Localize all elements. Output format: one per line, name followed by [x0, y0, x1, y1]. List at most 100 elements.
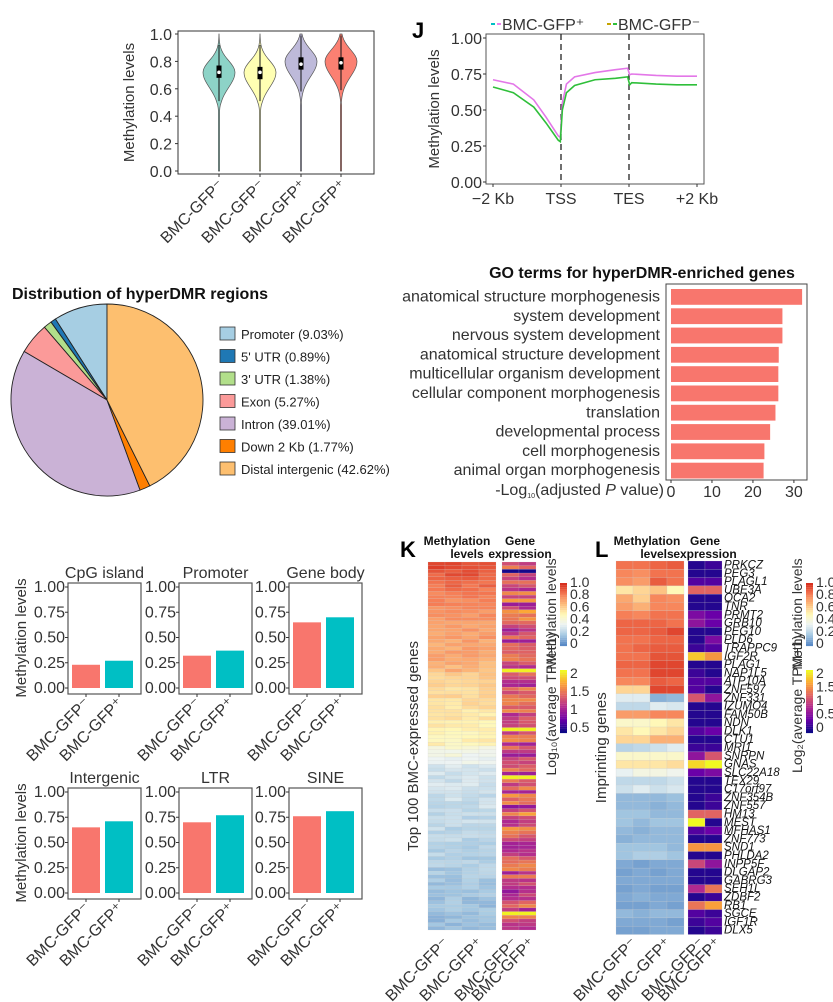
- heatmap-cell-expression: [501, 786, 520, 791]
- heatmap-cell-methylation: [427, 771, 446, 776]
- heatmap-cell-methylation: [444, 845, 463, 850]
- x-tick-label: 10: [703, 484, 721, 501]
- heatmap-cell-expression: [704, 735, 723, 744]
- heatmap-cell-methylation: [478, 698, 497, 702]
- legend-swatch: [219, 461, 236, 476]
- heatmap-cell-methylation: [666, 776, 685, 786]
- heatmap-cell-methylation: [444, 583, 463, 588]
- heatmap-cell-methylation: [427, 911, 446, 916]
- legend-gradient-step: [560, 620, 567, 623]
- legend-gradient-step: [560, 627, 567, 630]
- heatmap-cell-methylation: [427, 801, 446, 806]
- heatmap-cell-expression: [518, 738, 537, 743]
- violin-median: [217, 70, 221, 75]
- heatmap-cell-expression: [518, 889, 537, 894]
- legend-swatch: [219, 439, 236, 453]
- heatmap-cell-methylation: [478, 679, 497, 684]
- heatmap-cell-expression: [704, 801, 723, 811]
- heatmap-cell-methylation: [649, 809, 668, 819]
- region-panel: Promoter0.000.250.500.751.00BMC-GFP⁻BMC-…: [135, 565, 253, 765]
- heatmap-cell-methylation: [478, 790, 497, 794]
- legend-gradient-step: [560, 601, 567, 605]
- heatmap-cell-methylation: [461, 874, 480, 879]
- heatmap-cell-methylation: [461, 576, 480, 581]
- heatmap-cell-methylation: [615, 901, 634, 910]
- go-bar: [671, 424, 771, 440]
- heatmap-cell-expression: [687, 876, 706, 885]
- region-bar: [216, 650, 244, 688]
- heatmap-cell-methylation: [461, 709, 480, 714]
- heatmap-cell-expression: [518, 915, 537, 920]
- legend-gradient-step: [560, 587, 567, 590]
- legend-gradient-step: [560, 676, 567, 679]
- heatmap-cell-methylation: [427, 617, 446, 622]
- heatmap-cell-methylation: [461, 569, 480, 574]
- heatmap-cell-methylation: [444, 786, 463, 791]
- region-bar: [72, 664, 100, 688]
- legend-gradient-step: [560, 614, 567, 617]
- legend-gradient-step: [560, 716, 567, 719]
- heatmap-cell-methylation: [666, 926, 685, 935]
- go-bar: [671, 462, 764, 479]
- heatmap-cell-expression: [501, 801, 520, 806]
- heatmap-cell-expression: [518, 668, 537, 673]
- region-bar: [105, 660, 133, 688]
- heatmap-cell-methylation: [666, 793, 685, 802]
- panel-frame: [178, 582, 253, 695]
- legend-tick: 0.2: [816, 623, 833, 639]
- gene-label: PRMT2: [724, 609, 764, 621]
- heatmap-cell-expression: [518, 834, 537, 839]
- heatmap-cell-methylation: [444, 915, 463, 920]
- heatmap-cell-methylation: [478, 823, 497, 828]
- heatmap-cell-methylation: [444, 823, 463, 828]
- heatmap-cell-methylation: [427, 631, 446, 636]
- heatmap-cell-methylation: [444, 705, 463, 710]
- heatmap-cell-methylation: [632, 560, 651, 570]
- x-axis-title: -Log10(adjusted P value): [495, 482, 664, 500]
- y-tick-label: 0.00: [255, 680, 286, 697]
- heatmap-cell-methylation: [427, 745, 446, 750]
- heatmap-cell-methylation: [461, 716, 480, 721]
- heatmap-cell-expression: [501, 580, 520, 585]
- heatmap-cell-methylation: [427, 720, 446, 725]
- heatmap-cell-methylation: [444, 690, 463, 695]
- legend-swatch: [219, 371, 236, 386]
- heatmap-cell-methylation: [444, 572, 463, 577]
- heatmap-cell-methylation: [478, 576, 497, 581]
- legend-gradient-step: [560, 670, 567, 673]
- heatmap-cell-expression: [518, 679, 537, 684]
- y-tick-label: 0.25: [255, 655, 286, 672]
- heatmap-cell-expression: [518, 723, 537, 728]
- legend-label: Intron (39.01%): [241, 417, 331, 432]
- x-axis-title-part: value): [616, 482, 664, 499]
- heatmap-cell-expression: [687, 851, 706, 860]
- legend-gradient-step: [806, 697, 813, 700]
- heatmap-cell-expression: [501, 808, 520, 813]
- heatmap-cell-methylation: [427, 653, 446, 658]
- gene-label: SNRPN: [724, 750, 765, 762]
- heatmap-cell-methylation: [444, 587, 463, 592]
- heatmap-cell-expression: [501, 797, 520, 802]
- heatmap-cell-expression: [501, 885, 520, 890]
- heatmap-cell-methylation: [427, 661, 446, 666]
- heatmap-cell-methylation: [461, 664, 480, 669]
- heatmap-cell-methylation: [478, 672, 497, 677]
- pie-slice: [10, 350, 141, 497]
- heatmap-cell-expression: [687, 627, 706, 636]
- heatmap-cell-methylation: [632, 701, 651, 711]
- y-tick-label: 0.50: [145, 630, 176, 647]
- y-tick-label: 0.75: [255, 604, 286, 621]
- heatmap-cell-expression: [501, 882, 520, 886]
- heatmap-cell-expression: [687, 892, 706, 902]
- heatmap-cell-expression: [704, 718, 723, 728]
- heatmap-cell-methylation: [444, 812, 463, 817]
- legend-tick: 0.4: [570, 611, 590, 627]
- heatmap-cell-methylation: [615, 834, 634, 844]
- heatmap-cell-methylation: [478, 591, 497, 596]
- heatmap-cell-methylation: [478, 834, 497, 839]
- heatmap-cell-methylation: [666, 726, 685, 736]
- heatmap-cell-methylation: [444, 664, 463, 669]
- region-bar: [326, 617, 354, 688]
- heatmap-cell-methylation: [478, 653, 497, 658]
- violin-frame: [177, 30, 375, 175]
